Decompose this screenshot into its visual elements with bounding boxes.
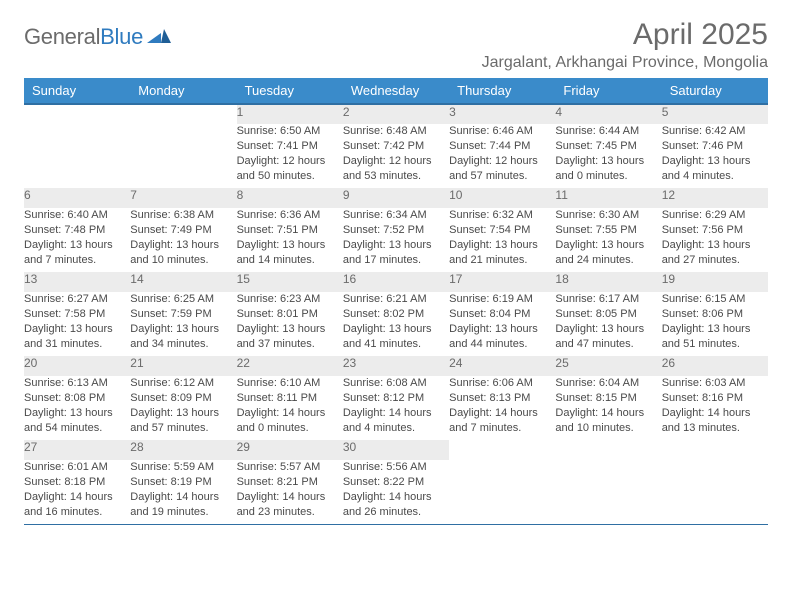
day-detail-cell: Sunrise: 6:19 AMSunset: 8:04 PMDaylight:… bbox=[449, 292, 555, 356]
title-block: April 2025 Jargalant, Arkhangai Province… bbox=[482, 18, 768, 72]
day-detail-cell: Sunrise: 6:38 AMSunset: 7:49 PMDaylight:… bbox=[130, 208, 236, 272]
day-detail-cell: Sunrise: 6:50 AMSunset: 7:41 PMDaylight:… bbox=[237, 124, 343, 188]
day-detail-cell: Sunrise: 6:27 AMSunset: 7:58 PMDaylight:… bbox=[24, 292, 130, 356]
day-detail-row: Sunrise: 6:40 AMSunset: 7:48 PMDaylight:… bbox=[24, 208, 768, 272]
day-number-cell bbox=[130, 104, 236, 124]
day-number-cell: 23 bbox=[343, 356, 449, 376]
weekday-header: Tuesday bbox=[237, 78, 343, 104]
day-number-cell bbox=[555, 440, 661, 460]
day-detail-row: Sunrise: 6:50 AMSunset: 7:41 PMDaylight:… bbox=[24, 124, 768, 188]
day-detail-cell: Sunrise: 6:25 AMSunset: 7:59 PMDaylight:… bbox=[130, 292, 236, 356]
day-number-cell: 5 bbox=[662, 104, 768, 124]
day-number-cell: 20 bbox=[24, 356, 130, 376]
day-number-cell bbox=[662, 440, 768, 460]
day-detail-cell: Sunrise: 6:46 AMSunset: 7:44 PMDaylight:… bbox=[449, 124, 555, 188]
day-number-cell: 15 bbox=[237, 272, 343, 292]
day-detail-cell: Sunrise: 6:03 AMSunset: 8:16 PMDaylight:… bbox=[662, 376, 768, 440]
weekday-header: Monday bbox=[130, 78, 236, 104]
day-detail-cell: Sunrise: 5:56 AMSunset: 8:22 PMDaylight:… bbox=[343, 460, 449, 524]
weekday-header: Friday bbox=[555, 78, 661, 104]
day-number-cell bbox=[449, 440, 555, 460]
day-number-row: 6789101112 bbox=[24, 188, 768, 208]
day-detail-cell: Sunrise: 6:32 AMSunset: 7:54 PMDaylight:… bbox=[449, 208, 555, 272]
day-detail-cell bbox=[449, 460, 555, 524]
day-detail-row: Sunrise: 6:01 AMSunset: 8:18 PMDaylight:… bbox=[24, 460, 768, 524]
day-number-cell: 7 bbox=[130, 188, 236, 208]
day-number-cell: 12 bbox=[662, 188, 768, 208]
day-detail-cell bbox=[555, 460, 661, 524]
day-detail-cell: Sunrise: 6:10 AMSunset: 8:11 PMDaylight:… bbox=[237, 376, 343, 440]
day-detail-cell: Sunrise: 6:40 AMSunset: 7:48 PMDaylight:… bbox=[24, 208, 130, 272]
day-number-cell: 21 bbox=[130, 356, 236, 376]
brand-name: GeneralBlue bbox=[24, 24, 143, 50]
day-detail-cell bbox=[24, 124, 130, 188]
day-number-cell: 24 bbox=[449, 356, 555, 376]
day-number-cell: 16 bbox=[343, 272, 449, 292]
weekday-header: Sunday bbox=[24, 78, 130, 104]
day-number-cell: 28 bbox=[130, 440, 236, 460]
day-detail-cell bbox=[130, 124, 236, 188]
weekday-header: Saturday bbox=[662, 78, 768, 104]
location-subtitle: Jargalant, Arkhangai Province, Mongolia bbox=[482, 54, 768, 72]
day-detail-cell: Sunrise: 6:34 AMSunset: 7:52 PMDaylight:… bbox=[343, 208, 449, 272]
day-detail-cell: Sunrise: 6:30 AMSunset: 7:55 PMDaylight:… bbox=[555, 208, 661, 272]
brand-name-b: Blue bbox=[100, 24, 143, 49]
day-detail-cell: Sunrise: 6:08 AMSunset: 8:12 PMDaylight:… bbox=[343, 376, 449, 440]
month-title: April 2025 bbox=[482, 18, 768, 52]
day-detail-cell: Sunrise: 6:17 AMSunset: 8:05 PMDaylight:… bbox=[555, 292, 661, 356]
day-detail-cell: Sunrise: 6:15 AMSunset: 8:06 PMDaylight:… bbox=[662, 292, 768, 356]
day-detail-cell: Sunrise: 6:12 AMSunset: 8:09 PMDaylight:… bbox=[130, 376, 236, 440]
header: GeneralBlue April 2025 Jargalant, Arkhan… bbox=[24, 18, 768, 72]
weekday-header: Wednesday bbox=[343, 78, 449, 104]
day-detail-cell: Sunrise: 6:01 AMSunset: 8:18 PMDaylight:… bbox=[24, 460, 130, 524]
calendar-table: Sunday Monday Tuesday Wednesday Thursday… bbox=[24, 78, 768, 525]
day-detail-cell bbox=[662, 460, 768, 524]
day-detail-cell: Sunrise: 6:42 AMSunset: 7:46 PMDaylight:… bbox=[662, 124, 768, 188]
day-number-cell: 4 bbox=[555, 104, 661, 124]
day-detail-row: Sunrise: 6:13 AMSunset: 8:08 PMDaylight:… bbox=[24, 376, 768, 440]
day-number-cell: 8 bbox=[237, 188, 343, 208]
day-number-cell: 27 bbox=[24, 440, 130, 460]
day-detail-cell: Sunrise: 5:57 AMSunset: 8:21 PMDaylight:… bbox=[237, 460, 343, 524]
day-number-cell: 22 bbox=[237, 356, 343, 376]
brand-logo: GeneralBlue bbox=[24, 18, 171, 50]
day-detail-cell: Sunrise: 6:36 AMSunset: 7:51 PMDaylight:… bbox=[237, 208, 343, 272]
weekday-header: Thursday bbox=[449, 78, 555, 104]
day-detail-cell: Sunrise: 6:21 AMSunset: 8:02 PMDaylight:… bbox=[343, 292, 449, 356]
day-detail-cell: Sunrise: 6:13 AMSunset: 8:08 PMDaylight:… bbox=[24, 376, 130, 440]
day-number-row: 12345 bbox=[24, 104, 768, 124]
day-detail-row: Sunrise: 6:27 AMSunset: 7:58 PMDaylight:… bbox=[24, 292, 768, 356]
day-number-cell: 3 bbox=[449, 104, 555, 124]
day-number-cell: 26 bbox=[662, 356, 768, 376]
day-number-cell: 14 bbox=[130, 272, 236, 292]
day-number-cell: 6 bbox=[24, 188, 130, 208]
day-number-row: 20212223242526 bbox=[24, 356, 768, 376]
day-detail-cell: Sunrise: 6:29 AMSunset: 7:56 PMDaylight:… bbox=[662, 208, 768, 272]
day-number-row: 13141516171819 bbox=[24, 272, 768, 292]
day-number-cell: 2 bbox=[343, 104, 449, 124]
day-detail-cell: Sunrise: 6:04 AMSunset: 8:15 PMDaylight:… bbox=[555, 376, 661, 440]
day-number-cell: 9 bbox=[343, 188, 449, 208]
day-number-cell: 19 bbox=[662, 272, 768, 292]
day-number-cell: 25 bbox=[555, 356, 661, 376]
day-detail-cell: Sunrise: 5:59 AMSunset: 8:19 PMDaylight:… bbox=[130, 460, 236, 524]
weekday-header-row: Sunday Monday Tuesday Wednesday Thursday… bbox=[24, 78, 768, 104]
day-detail-cell: Sunrise: 6:23 AMSunset: 8:01 PMDaylight:… bbox=[237, 292, 343, 356]
brand-name-a: General bbox=[24, 24, 100, 49]
day-detail-cell: Sunrise: 6:06 AMSunset: 8:13 PMDaylight:… bbox=[449, 376, 555, 440]
day-detail-cell: Sunrise: 6:48 AMSunset: 7:42 PMDaylight:… bbox=[343, 124, 449, 188]
day-detail-cell: Sunrise: 6:44 AMSunset: 7:45 PMDaylight:… bbox=[555, 124, 661, 188]
day-number-row: 27282930 bbox=[24, 440, 768, 460]
day-number-cell bbox=[24, 104, 130, 124]
day-number-cell: 18 bbox=[555, 272, 661, 292]
day-number-cell: 1 bbox=[237, 104, 343, 124]
day-number-cell: 13 bbox=[24, 272, 130, 292]
day-number-cell: 11 bbox=[555, 188, 661, 208]
day-number-cell: 29 bbox=[237, 440, 343, 460]
brand-mark-icon bbox=[147, 26, 171, 49]
day-number-cell: 10 bbox=[449, 188, 555, 208]
day-number-cell: 30 bbox=[343, 440, 449, 460]
day-number-cell: 17 bbox=[449, 272, 555, 292]
